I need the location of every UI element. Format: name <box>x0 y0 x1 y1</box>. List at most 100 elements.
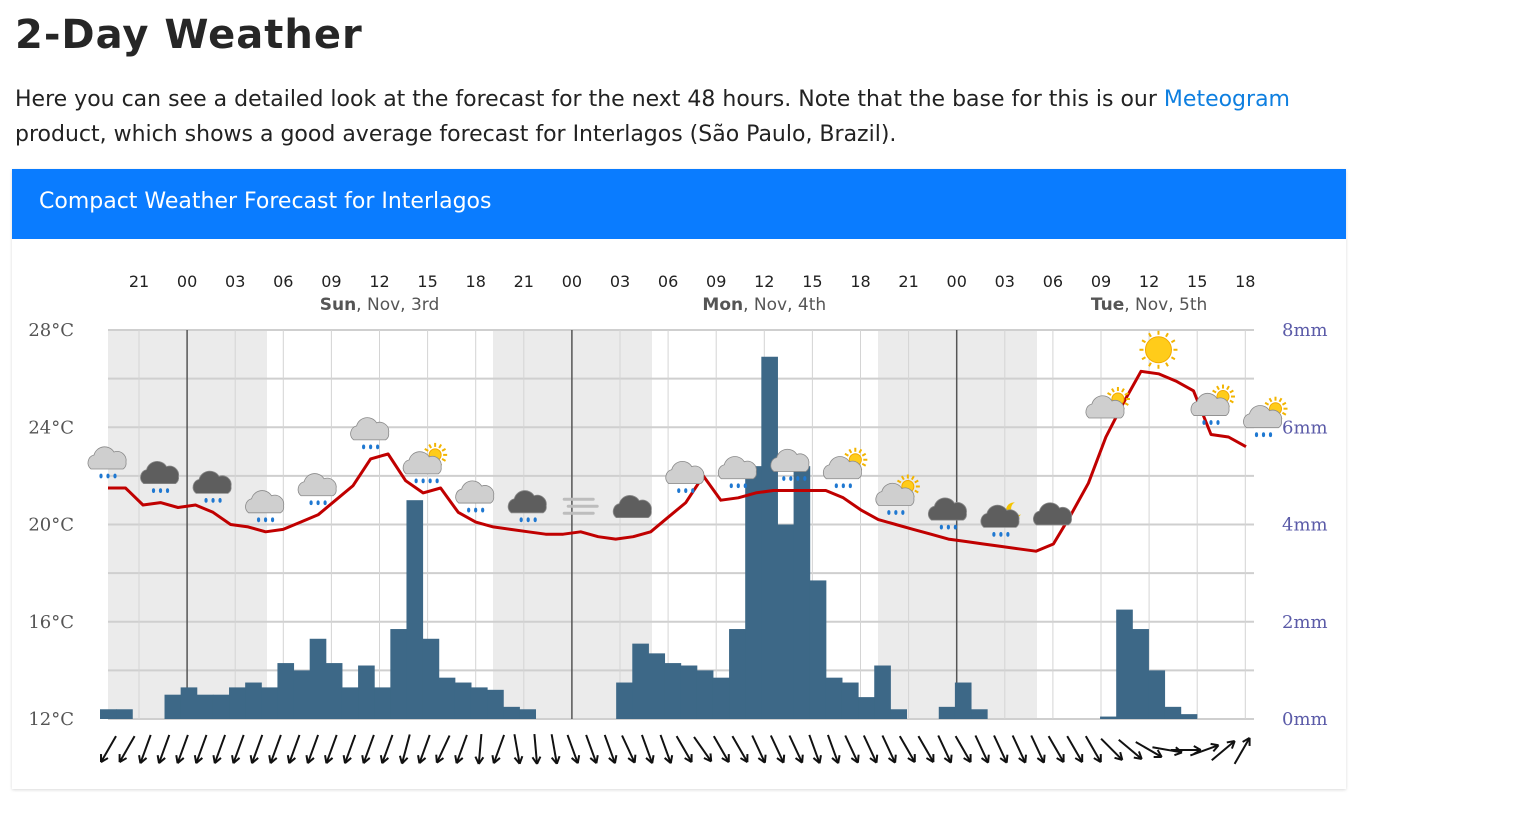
hour-label: 21 <box>129 272 149 291</box>
precip-bar <box>487 689 504 719</box>
sun-ray <box>1278 397 1283 403</box>
temp-axis-label: 16°C <box>28 612 74 633</box>
precip-bar <box>1132 629 1149 719</box>
wind-head <box>435 754 445 764</box>
hour-label: 00 <box>177 272 197 291</box>
wind-head <box>980 754 990 764</box>
wind-shaft <box>937 735 952 764</box>
precip-bar <box>858 697 875 719</box>
wind-head <box>513 755 524 765</box>
sun-cloud-icon <box>1085 386 1130 419</box>
sun-cloud-heavy-rain-icon <box>402 442 448 484</box>
wind-shaft <box>603 734 616 764</box>
cloud-light-rain-icon <box>245 490 285 523</box>
precip-bar <box>632 643 649 719</box>
sun-ray <box>844 452 849 457</box>
rain-drop <box>474 507 478 513</box>
hour-label: 03 <box>610 272 630 291</box>
wind-shaft <box>100 735 117 763</box>
cloud-shape <box>1085 395 1125 419</box>
sun-ray <box>1141 339 1146 344</box>
hour-label: 18 <box>850 272 870 291</box>
wind-head <box>324 755 334 764</box>
wind-head <box>907 754 916 763</box>
sun-ray <box>861 452 867 457</box>
wind-head <box>1074 754 1084 763</box>
wind-head <box>589 755 599 764</box>
precip-bar <box>325 663 343 719</box>
wind-shaft <box>158 734 171 764</box>
day-label: Mon, Nov, 4th <box>702 295 826 315</box>
precip-bar <box>245 682 262 719</box>
wind-shaft <box>1152 746 1183 754</box>
rain-drop <box>362 444 366 450</box>
wind-head <box>474 756 485 765</box>
wind-arrow <box>974 735 990 764</box>
wind-arrow <box>175 734 189 764</box>
precip-bar <box>261 687 278 719</box>
wind-head <box>812 755 822 764</box>
rain-drop <box>796 476 800 481</box>
rain-drop <box>743 483 747 489</box>
wind-arrow <box>249 734 264 764</box>
day-date: , Nov, 4th <box>743 295 826 315</box>
wind-head <box>645 755 655 764</box>
day-label: Sun, Nov, 3rd <box>320 295 440 315</box>
dark-cloud-rain-icon <box>192 470 232 503</box>
wind-head <box>1226 740 1236 749</box>
wind-arrow <box>138 734 152 764</box>
wind-arrow <box>659 734 674 764</box>
wind-arrow <box>675 735 693 763</box>
wind-arrow <box>881 735 897 764</box>
wind-shaft <box>751 735 766 764</box>
precip-bar <box>374 687 391 719</box>
wind-head <box>118 754 128 763</box>
wind-arrow <box>993 735 1009 764</box>
precip-bar <box>648 653 666 719</box>
hour-label: 03 <box>225 272 245 291</box>
meteogram-link[interactable]: Meteogram <box>1163 87 1290 112</box>
hour-label: 15 <box>417 272 437 291</box>
wind-head <box>1036 754 1046 764</box>
precip-bar <box>793 466 811 719</box>
rain-drop <box>158 488 163 494</box>
cloud-shape <box>140 461 180 485</box>
cloud-shape <box>87 446 127 470</box>
precip-bar <box>954 682 972 719</box>
wind-head <box>570 755 581 764</box>
rain-drop <box>1209 420 1213 425</box>
hour-label: 09 <box>1091 272 1111 291</box>
wind-shaft <box>1011 735 1027 764</box>
wind-arrow <box>361 734 375 764</box>
card-title: Compact Weather Forecast for Interlagos <box>39 189 492 214</box>
wind-arrow <box>826 734 841 764</box>
fog-icon <box>562 497 599 515</box>
wind-arrow <box>1211 740 1236 762</box>
rain-drop <box>789 476 793 481</box>
rain-drop <box>435 478 439 484</box>
precip-bar <box>358 665 375 719</box>
sun-ray <box>1212 389 1217 394</box>
wind-head <box>794 754 804 764</box>
hour-label: 12 <box>369 272 389 291</box>
wind-head <box>156 755 166 764</box>
wind-head <box>850 754 860 764</box>
rain-drop <box>151 488 156 494</box>
sun-ray <box>1165 332 1169 338</box>
rain-drop <box>1202 420 1206 425</box>
rain-drop <box>165 488 170 494</box>
cloud-rain-icon <box>717 456 757 489</box>
wind-shaft <box>585 734 598 764</box>
wind-arrow <box>231 734 245 764</box>
wind-arrow <box>621 735 637 764</box>
wind-head <box>703 753 713 763</box>
precip-bar <box>406 500 424 719</box>
wind-shaft <box>954 735 972 763</box>
rain-drop <box>887 510 891 515</box>
precip-bar <box>100 709 117 719</box>
day-name: Tue <box>1091 295 1124 315</box>
rain-drop <box>113 473 117 479</box>
rain-drop <box>894 510 898 515</box>
wind-arrow <box>1100 737 1124 761</box>
wind-arrow <box>917 735 935 763</box>
